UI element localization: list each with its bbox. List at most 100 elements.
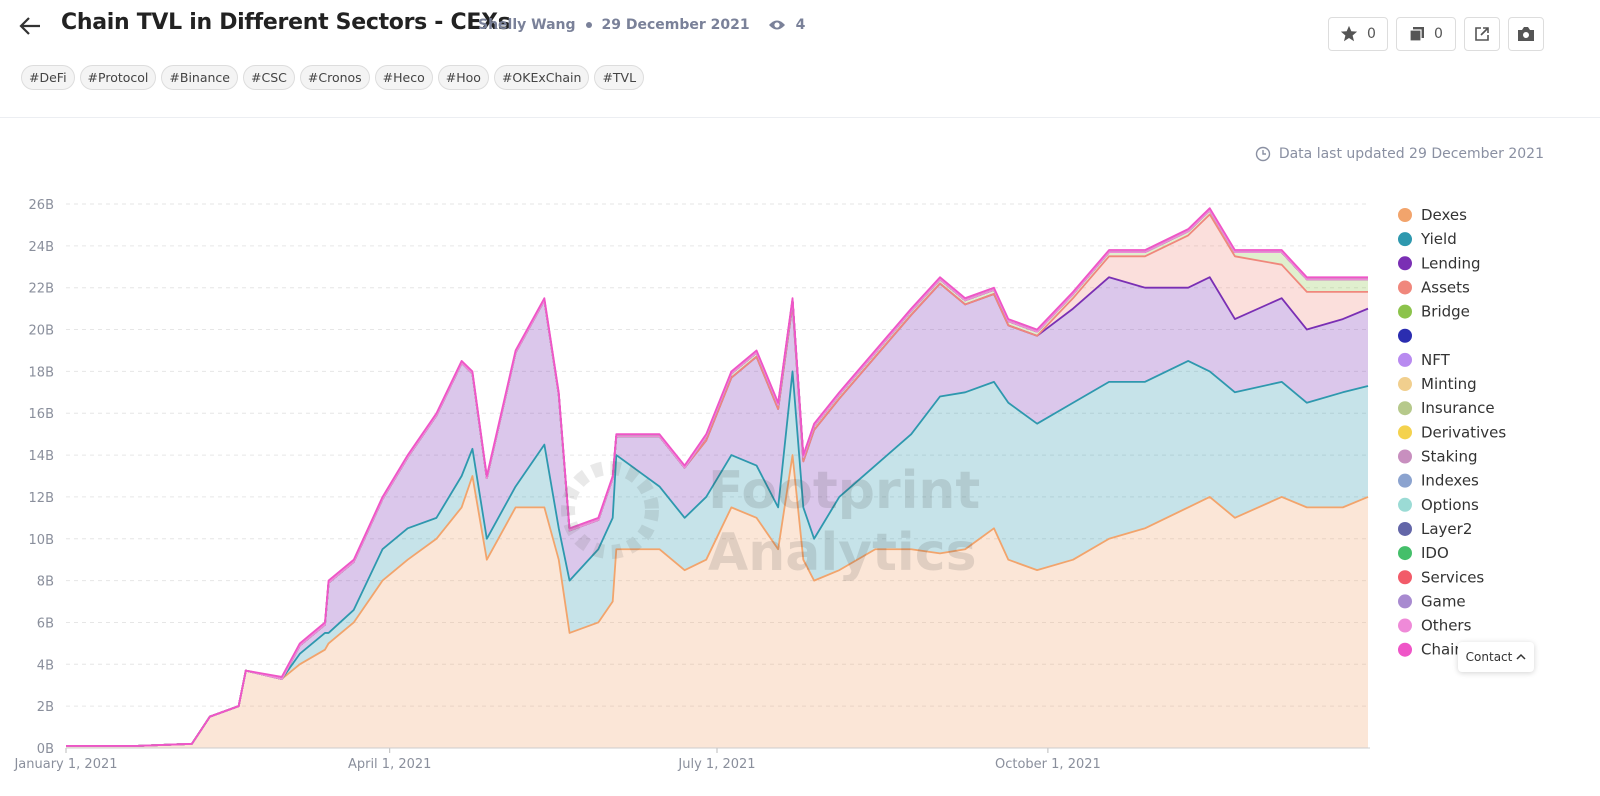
star-icon [1340,25,1358,42]
y-tick-label: 20B [29,324,54,339]
tag[interactable]: #TVL [594,65,645,90]
series-line [66,360,1369,747]
watermark: Footprint Analytics [561,461,980,583]
legend-swatch [1398,328,1412,343]
y-tick-label: 12B [29,491,54,506]
legend-label: Yield [1420,230,1457,248]
legend-swatch [1398,473,1412,488]
meta: Shelly Wang 29 December 2021 4 [478,17,805,33]
tag[interactable]: #Hoo [437,65,489,90]
series-line [66,207,1368,747]
tag[interactable]: #DeFi [21,65,75,90]
legend-label: NFT [1421,351,1451,369]
legend-swatch [1398,256,1412,271]
area [66,360,1368,746]
legend-swatch [1398,449,1412,464]
legend-swatch [1398,546,1412,561]
legend-swatch [1398,377,1412,392]
share-button[interactable] [1464,17,1500,51]
back-arrow[interactable] [18,14,44,38]
x-tick-label: October 1, 2021 [995,757,1101,772]
y-tick-label: 26B [29,198,54,213]
contact-text: Contact [1465,650,1513,664]
legend-swatch [1398,594,1412,609]
y-tick-label: 22B [29,282,54,297]
watermark-text: Analytics [708,523,977,583]
legend-label: Others [1421,617,1472,635]
legend-label: Services [1421,568,1484,586]
legend-swatch [1398,401,1412,416]
y-tick-label: 6B [37,616,54,631]
legend-label: Bridge [1421,303,1470,321]
legend-swatch [1398,642,1412,657]
legend-label: Game [1421,592,1466,610]
y-tick-label: 2B [37,700,54,715]
view-count: 4 [795,17,806,33]
y-tick-label: 24B [29,240,54,255]
x-tick-label: April 1, 2021 [348,757,431,772]
legend-label: Derivatives [1421,423,1506,441]
legend-swatch [1398,570,1412,585]
legend-swatch [1398,521,1412,536]
chevron-icon [1516,653,1526,660]
updated-note: Data last updated 29 December 2021 [1255,146,1544,162]
legend-label: Indexes [1421,472,1479,490]
x-tick-label: January 1, 2021 [13,757,117,772]
updated-text: Data last updated 29 December 2021 [1278,146,1544,162]
author[interactable]: Shelly Wang [478,17,576,33]
contact-button[interactable]: Contact [1458,642,1534,672]
camera-icon [1518,27,1534,41]
screenshot-button[interactable] [1508,17,1544,51]
copy-icon [1409,27,1425,42]
y-tick-label: 10B [29,533,54,548]
legend-swatch [1398,280,1412,295]
legend-label: Options [1421,496,1479,514]
legend-label: Assets [1421,278,1470,296]
legend-swatch [1398,304,1412,319]
tag[interactable]: #OKExChain [493,65,590,90]
legend-swatch [1398,208,1412,222]
copy-count: 0 [1434,26,1443,42]
eye-icon [768,20,785,30]
legend-label: Minting [1421,375,1477,393]
y-tick-label: 0B [37,742,54,757]
legend-label: Layer2 [1421,520,1472,538]
copy-button[interactable]: 0 [1396,17,1456,51]
area [66,277,1368,746]
tag[interactable]: #Protocol [79,65,157,90]
separator-dot [585,22,592,28]
tag-list: #DeFi #Protocol #Binance #CSC #Cronos #Heco #H… [21,65,645,90]
tag[interactable]: #Binance [161,65,238,90]
legend-label: Insurance [1421,399,1495,417]
y-tick-label: 18B [29,365,54,380]
legend-swatch [1398,352,1412,367]
tag[interactable]: #CSC [243,65,295,90]
legend-label: Staking [1421,448,1477,466]
tag[interactable]: #Cronos [299,65,370,90]
star-button[interactable]: 0 [1328,17,1388,51]
y-tick-label: 16B [29,407,54,422]
legend-label: IDO [1421,544,1449,562]
area [66,214,1368,746]
legend-swatch [1398,232,1412,247]
tag[interactable]: #Heco [374,65,433,90]
legend-label: Chain [1421,641,1464,659]
star-count: 0 [1367,26,1376,42]
legend-swatch [1398,618,1412,633]
y-tick-label: 4B [37,658,54,673]
legend-swatch [1398,497,1412,512]
date: 29 December 2021 [601,17,750,33]
x-tick-label: July 1, 2021 [677,757,755,772]
watermark-text: Footprint [708,461,980,521]
area [66,455,1368,748]
series-line [66,454,1369,747]
share-icon [1475,27,1489,41]
divider [0,117,1600,118]
legend-swatch [1398,425,1412,440]
legend-label: Lending [1421,254,1481,272]
dashboard-title: Chain TVL in Different Sectors - CEXs [61,10,511,35]
clock-icon [1255,146,1271,162]
y-tick-label: 8B [37,575,54,590]
